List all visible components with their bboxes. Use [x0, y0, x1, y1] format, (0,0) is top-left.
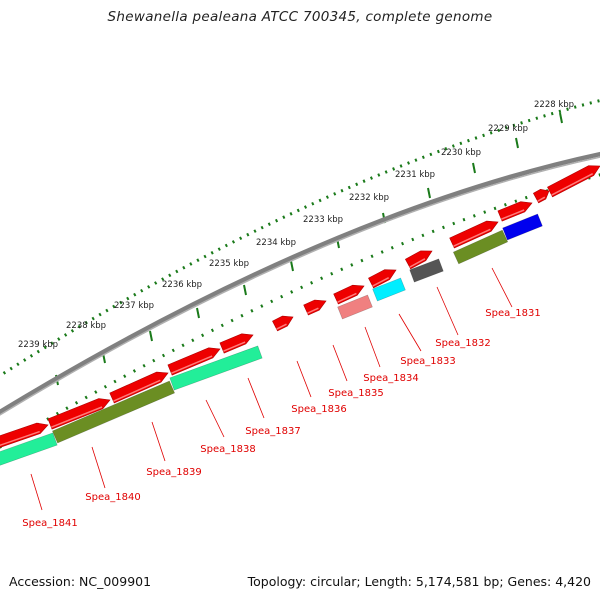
kbp-ruler: 2228 kbp 2229 kbp 2230 kbp 2231 kbp 2232 kbp…: [0, 99, 600, 449]
leader-line: [151, 421, 166, 462]
ruler-major-tick: [149, 330, 153, 342]
ruler-major-tick: [472, 162, 476, 174]
ruler-major-tick: [515, 137, 519, 149]
leader-line: [91, 446, 106, 489]
cog-block[interactable]: [0, 432, 58, 468]
ruler-label: 2231 kbp: [395, 170, 435, 180]
leader-line: [332, 344, 348, 382]
gene-arrow-highlight: [537, 196, 546, 202]
gene-label[interactable]: Spea_1836: [291, 404, 346, 415]
gene-arrow[interactable]: [532, 188, 550, 204]
gene-arrow-highlight: [453, 228, 491, 247]
gene-label[interactable]: Spea_1839: [146, 467, 201, 478]
accession: Accession: NC_009901: [9, 574, 152, 589]
gene-arrow[interactable]: [497, 201, 533, 222]
ruler-label: 2232 kbp: [349, 193, 389, 203]
gene-arrow[interactable]: [272, 315, 294, 332]
gene-arrow-highlight: [307, 307, 319, 314]
gene-label[interactable]: Spea_1834: [363, 373, 418, 384]
gene-arrow[interactable]: [303, 299, 327, 316]
gene-label[interactable]: Spea_1831: [485, 308, 540, 319]
cog-block[interactable]: [502, 213, 543, 241]
ruler-major-tick: [243, 284, 247, 296]
cog-block[interactable]: [409, 258, 444, 283]
cog-block[interactable]: [452, 229, 509, 265]
gene-arrow-highlight: [337, 292, 357, 303]
leader-line: [296, 360, 312, 398]
gene-arrow[interactable]: [404, 250, 433, 270]
ruler-label: 2237 kbp: [114, 301, 154, 311]
ruler-label: 2235 kbp: [209, 259, 249, 269]
gene-arrow[interactable]: [368, 269, 397, 289]
leader-line: [491, 267, 513, 308]
gene-label-layer: Spea_1831 Spea_1832 Spea_1833 Spea_1834 Spea…: [22, 267, 541, 529]
gene-arrow-highlight: [501, 209, 525, 220]
ruler-label: 2234 kbp: [256, 238, 296, 248]
gene-label[interactable]: Spea_1832: [435, 338, 490, 349]
ruler-major-tick: [559, 112, 563, 124]
leader-line: [30, 473, 43, 511]
cog-block[interactable]: [169, 345, 263, 391]
gene-arrow[interactable]: [167, 347, 221, 376]
gene-arrow-highlight: [171, 355, 213, 374]
gene-label[interactable]: Spea_1838: [200, 444, 255, 455]
gene-arrow-highlight: [223, 341, 246, 352]
gene-arrow[interactable]: [333, 284, 365, 305]
cog-block[interactable]: [372, 277, 406, 302]
gene-arrow-highlight: [51, 406, 103, 428]
gene-arrow[interactable]: [547, 165, 600, 198]
ruler-label: 2238 kbp: [66, 321, 106, 331]
gene-label[interactable]: Spea_1841: [22, 518, 77, 529]
ruler-label: 2229 kbp: [488, 124, 528, 134]
gene-arrow-highlight: [113, 379, 161, 402]
map-title: Shewanella pealeana ATCC 700345, complet…: [107, 9, 493, 25]
gene-arrow-highlight: [551, 173, 594, 196]
ruler-label: 2239 kbp: [18, 340, 58, 350]
cog-track: [0, 213, 543, 468]
ruler-major-tick: [427, 187, 431, 199]
ruler-label: 2236 kbp: [162, 280, 202, 290]
ruler-label: 2230 kbp: [441, 148, 481, 158]
gene-label[interactable]: Spea_1835: [328, 388, 383, 399]
genome-backbone-shadow: [0, 156, 600, 416]
ruler-minor-ticks: [0, 99, 600, 378]
ruler-major-tick: [290, 260, 294, 272]
ruler-major-tick: [196, 307, 200, 319]
ruler-label: 2233 kbp: [303, 215, 343, 225]
gene-label[interactable]: Spea_1840: [85, 492, 140, 503]
gene-arrow-highlight: [372, 277, 390, 287]
leader-line: [205, 399, 225, 438]
gene-label[interactable]: Spea_1833: [400, 356, 455, 367]
genome-backbone: [0, 151, 600, 415]
gene-arrow[interactable]: [219, 333, 254, 354]
gene-arrow[interactable]: [47, 398, 111, 430]
gene-track: [0, 165, 600, 448]
ruler-label: 2228 kbp: [534, 100, 574, 110]
gene-label[interactable]: Spea_1837: [245, 426, 300, 437]
leader-line: [398, 313, 422, 352]
leader-line: [364, 326, 381, 368]
gene-arrow[interactable]: [109, 371, 169, 404]
genome-summary: Topology: circular; Length: 5,174,581 bp…: [247, 574, 591, 589]
gene-arrow-highlight: [276, 323, 287, 330]
cog-block[interactable]: [337, 294, 373, 320]
gene-arrow-highlight: [409, 258, 426, 268]
leader-line: [436, 286, 459, 336]
gene-arrow[interactable]: [449, 220, 499, 249]
leader-line: [247, 377, 265, 419]
cog-block[interactable]: [52, 380, 175, 444]
gene-arrow-highlight: [0, 430, 40, 447]
